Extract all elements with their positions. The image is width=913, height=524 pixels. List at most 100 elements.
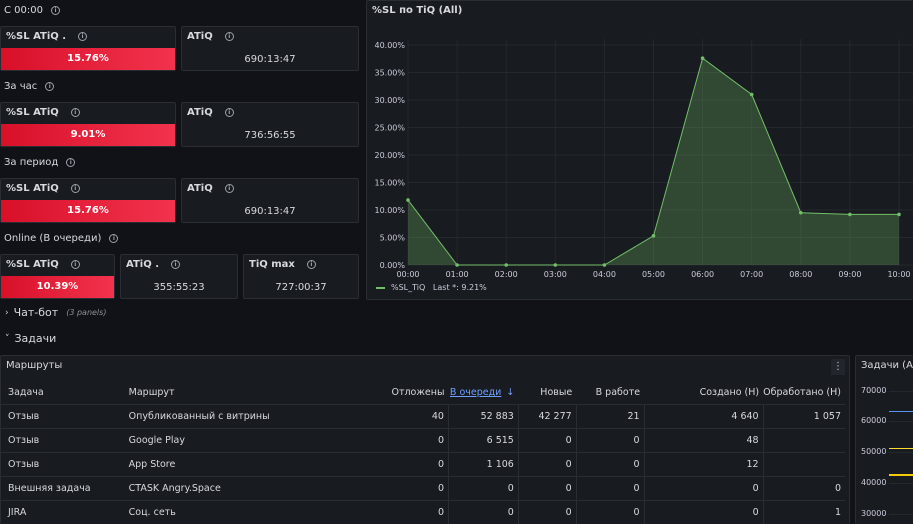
info-icon[interactable]: i — [78, 32, 88, 41]
sl-chart-title: %SL по TiQ (All) — [372, 5, 463, 16]
table-cell: 0 — [763, 475, 845, 500]
column-header-label: Маршрут — [128, 387, 175, 399]
stat-title-text: ATiQ . — [126, 259, 159, 270]
stat-title: TiQ max i — [249, 259, 316, 270]
table-cell: 0 — [448, 499, 519, 524]
column-header[interactable]: В работе — [576, 382, 644, 404]
y-tick-label: 30000 — [861, 509, 887, 518]
info-icon[interactable]: i — [224, 32, 234, 41]
table-cell: 0 — [644, 499, 764, 524]
data-point — [799, 210, 803, 215]
tasks-series-line-3 — [889, 474, 913, 476]
column-header[interactable]: Новые — [518, 382, 576, 404]
stat-title: %SL ATiQ . i — [6, 31, 88, 42]
x-tick-label: 09:00 — [838, 270, 861, 279]
y-tick-label: 40000 — [861, 478, 887, 487]
x-tick-label: 03:00 — [544, 270, 567, 279]
table-cell: 0 — [518, 427, 577, 452]
panel-menu-icon[interactable]: ⋮ — [831, 359, 845, 375]
table-cell: Внешняя задача — [1, 475, 122, 500]
column-header[interactable]: Маршрут — [122, 382, 326, 404]
gridline — [889, 391, 913, 392]
stat-title: ATiQ i — [187, 31, 234, 42]
x-tick-label: 06:00 — [691, 270, 714, 279]
y-tick-label: 30.00% — [374, 96, 405, 105]
gridline — [889, 514, 913, 515]
tasks-panel: Задачи (All 70000 60000 50000 40000 30000 — [855, 355, 913, 524]
sort-desc-icon[interactable]: ↓ — [506, 387, 515, 399]
info-icon[interactable]: i — [70, 260, 80, 269]
row-chatbot[interactable]: › Чат-бот (3 panels) — [5, 306, 106, 319]
info-icon[interactable]: i — [66, 158, 76, 167]
x-tick-label: 04:00 — [593, 270, 616, 279]
table-cell: CTASK Angry.Space — [121, 475, 326, 500]
table-row[interactable]: Отзыв Google Play 0 6 515 0 0 48 — [1, 427, 845, 452]
table-cell: Google Play — [121, 427, 326, 452]
column-header[interactable]: В очереди ↓ — [448, 382, 518, 404]
table-cell: 0 — [448, 475, 519, 500]
y-tick-label: 10.00% — [374, 206, 405, 215]
info-icon[interactable]: i — [224, 108, 234, 117]
table-cell: 1 106 — [448, 451, 519, 476]
stat-title: %SL ATiQ i — [6, 183, 80, 194]
table-cell: 0 — [576, 451, 645, 476]
section-title: С 00:00 i — [4, 5, 60, 16]
tasks-panel-title: Задачи (All — [861, 360, 913, 371]
table-cell: 0 — [644, 475, 764, 500]
info-icon[interactable]: i — [306, 260, 316, 269]
legend-text: %SL_TiQ Last *: 9.21% — [391, 283, 487, 292]
x-tick-label: 00:00 — [396, 270, 419, 279]
stat-value: 9.01% — [1, 124, 175, 146]
column-header-label: Новые — [540, 387, 573, 399]
table-cell — [763, 427, 845, 452]
info-icon[interactable]: i — [70, 184, 80, 193]
table-cell: 12 — [644, 451, 764, 476]
info-icon[interactable]: i — [70, 108, 80, 117]
stat-title-text: ATiQ — [187, 107, 213, 118]
table-row[interactable]: Отзыв App Store 0 1 106 0 0 12 — [1, 451, 845, 476]
stat-title-text: %SL ATiQ — [6, 183, 59, 194]
y-tick-label: 40.00% — [374, 41, 405, 50]
stat-title: %SL ATiQ i — [6, 107, 80, 118]
info-icon[interactable]: i — [45, 82, 55, 91]
data-point — [651, 234, 656, 238]
info-icon[interactable]: i — [171, 260, 180, 269]
table-cell: Отзыв — [1, 403, 122, 428]
section-title: Online (В очереди) i — [4, 233, 119, 244]
routes-panel: Маршруты ⋮ Задача Маршрут Отложены В очеред… — [0, 355, 850, 524]
table-cell: 48 — [644, 427, 764, 452]
column-header-label: Отложены — [391, 387, 445, 399]
table-row[interactable]: JIRA Соц. сеть 0 0 0 0 0 1 — [1, 499, 845, 524]
info-icon[interactable]: i — [224, 184, 234, 193]
column-header[interactable]: Создано (Н) — [644, 382, 763, 404]
table-cell: 52 883 — [448, 403, 519, 428]
info-icon[interactable]: i — [50, 6, 60, 15]
row-tasks[interactable]: ˅ Задачи — [5, 332, 56, 345]
stat-title-text: %SL ATiQ — [6, 107, 59, 118]
chart-legend[interactable]: %SL_TiQ Last *: 9.21% — [376, 283, 487, 292]
table-row[interactable]: Внешняя задача CTASK Angry.Space 0 0 0 0 0 0 — [1, 475, 845, 500]
stat-value: 355:55:23 — [153, 282, 205, 293]
table-cell: Отзыв — [1, 451, 122, 476]
column-header[interactable]: Обработано (Н) — [763, 382, 845, 404]
section-title-text: За период — [4, 157, 59, 168]
x-tick-label: 08:00 — [789, 270, 812, 279]
data-point — [897, 212, 901, 217]
stat-title-text: ATiQ — [187, 31, 213, 42]
tasks-series-line-2 — [889, 448, 913, 449]
y-tick-label: 15.00% — [374, 179, 405, 188]
stat-title-text: TiQ max — [249, 259, 295, 270]
table-cell: 0 — [325, 475, 449, 500]
table-cell: 0 — [325, 451, 449, 476]
gridline — [889, 452, 913, 453]
column-header[interactable]: Задача — [1, 382, 122, 404]
x-tick-label: 02:00 — [495, 270, 518, 279]
column-header[interactable]: Отложены — [326, 382, 449, 404]
info-icon[interactable]: i — [109, 234, 119, 243]
series-area — [408, 58, 899, 266]
table-row[interactable]: Отзыв Опубликованный с витрины 40 52 883 42 … — [1, 403, 845, 428]
stat-title: %SL ATiQ i — [6, 259, 80, 270]
table-cell: 0 — [576, 499, 645, 524]
y-tick-label: 20.00% — [374, 151, 405, 160]
data-point — [602, 263, 607, 267]
